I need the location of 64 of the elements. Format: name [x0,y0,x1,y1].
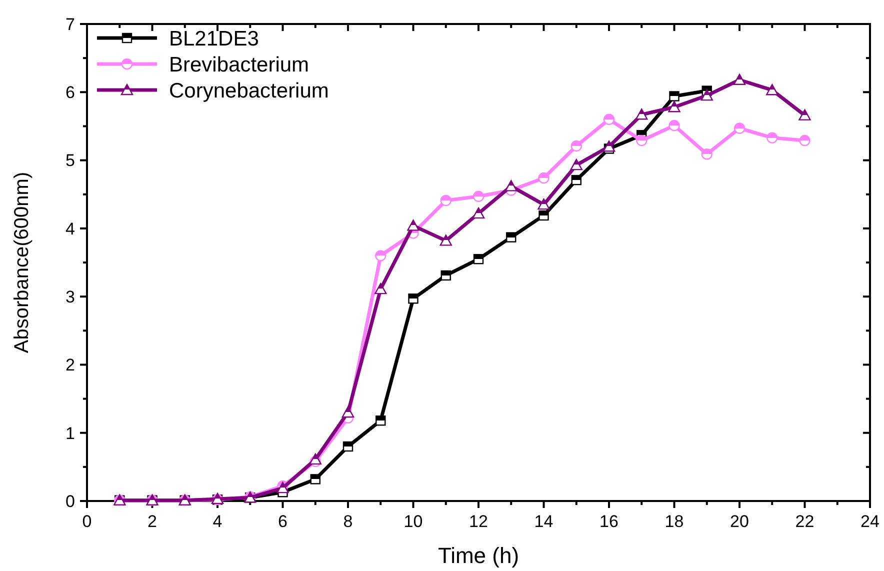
point [669,91,680,102]
x-tick-label: 24 [860,512,880,531]
point [734,122,746,134]
point [570,158,582,170]
x-tick-label: 18 [664,512,684,531]
legend-label: BL21DE3 [169,27,259,50]
x-tick-label: 22 [795,512,814,531]
point [570,140,582,152]
point [473,254,484,264]
point [668,101,680,112]
y-tick-label: 6 [66,83,75,102]
point [571,174,582,186]
point [733,74,746,85]
point [798,109,811,120]
point [799,134,810,146]
point [407,220,420,231]
point [309,453,322,465]
point [342,441,354,452]
y-tick-label: 1 [66,424,75,443]
point [636,134,648,146]
x-tick-label: 8 [343,512,353,531]
point [603,114,615,125]
point [440,234,452,246]
x-tick-label: 20 [730,512,749,531]
point [538,198,550,210]
x-tick-label: 16 [600,512,618,531]
point [700,89,713,101]
point [505,180,518,192]
x-tick-label: 2 [148,512,157,531]
point [376,415,386,426]
point [602,140,616,152]
point [472,207,485,219]
x-tick-label: 14 [534,512,554,531]
x-axis-title: Time (h) [438,543,520,568]
point [440,194,452,206]
point [668,120,680,132]
point [408,294,418,304]
point [538,210,549,221]
y-tick-label: 7 [66,14,75,34]
point [636,108,648,120]
point [472,190,484,202]
legend-label: Corynebacterium [169,79,329,102]
point [506,232,516,242]
x-tick-label: 0 [82,512,92,531]
point [538,172,550,184]
point [440,270,451,281]
x-tick-label: 4 [212,512,222,531]
y-tick-label: 4 [66,219,75,238]
point [310,474,320,484]
legend-label: Brevibacterium [169,53,310,76]
y-tick-label: 0 [66,492,75,511]
point [766,132,778,144]
y-axis-title: Absorbance(600nm) [11,172,33,354]
x-tick-label: 12 [469,512,488,531]
y-tick-label: 5 [66,151,75,170]
x-tick-label: 10 [404,512,423,531]
y-tick-label: 3 [66,288,75,307]
x-tick-label: 6 [278,512,288,531]
point [701,148,712,160]
y-tick-label: 2 [66,356,75,375]
point [374,282,387,294]
point [766,84,778,96]
point [342,406,354,418]
point [375,250,386,262]
